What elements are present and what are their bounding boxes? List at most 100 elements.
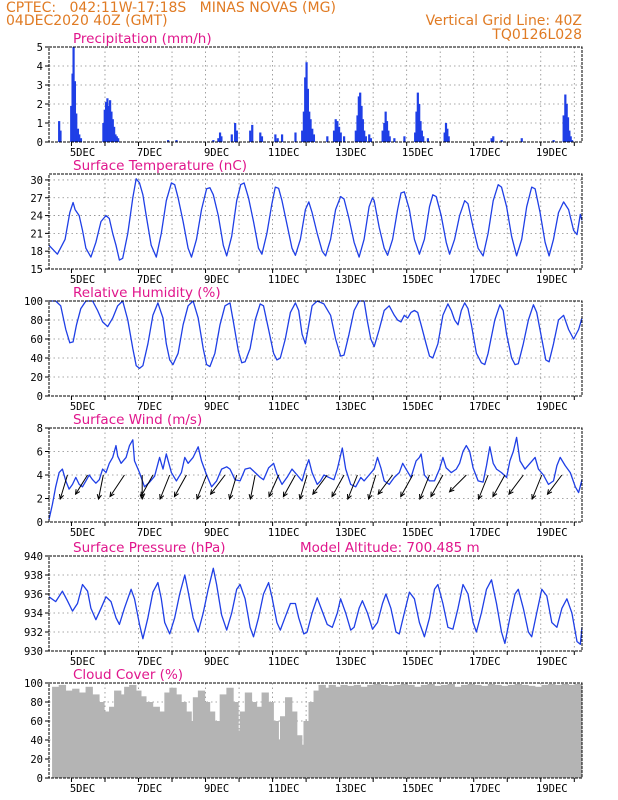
cloud-bar xyxy=(548,683,556,778)
precip-bar xyxy=(58,121,61,142)
precip-bar xyxy=(280,134,284,142)
cloud-bar xyxy=(298,744,306,778)
cloud-bar xyxy=(159,711,167,778)
cloud-bar xyxy=(561,683,569,778)
precip-bar xyxy=(426,138,429,142)
wind-vector-head xyxy=(228,493,234,501)
cloud-bar xyxy=(434,685,442,778)
wind-vector-head xyxy=(400,491,406,498)
precip-bar xyxy=(420,130,423,142)
wind-vector xyxy=(368,474,377,500)
precip-bar xyxy=(78,134,81,142)
precip-bar xyxy=(569,136,572,142)
x-tick-label: 5DEC xyxy=(70,401,95,413)
y-tick-label: 940 xyxy=(24,551,43,563)
wind-vector xyxy=(174,474,187,497)
precip-bar xyxy=(220,136,223,142)
cloud-bar xyxy=(360,686,368,778)
y-tick-label: 80 xyxy=(30,315,43,327)
x-tick-label: 13DEC xyxy=(335,527,367,539)
precip-bar xyxy=(419,121,422,142)
y-tick-label: 934 xyxy=(24,608,43,620)
cloud-bar xyxy=(256,706,264,778)
y-tick-label: 8 xyxy=(37,423,43,435)
cloud-bar xyxy=(554,684,563,778)
precip-bar xyxy=(334,119,337,142)
precip-bar xyxy=(387,130,390,142)
precip-bar xyxy=(230,134,233,142)
precip-bar xyxy=(274,134,277,142)
precip-bar xyxy=(444,123,448,142)
x-tick-label: 5DEC xyxy=(70,527,95,539)
precip-bar xyxy=(368,134,371,142)
wind-vector xyxy=(449,474,467,493)
cloud-bar xyxy=(280,716,288,778)
cloud-bar xyxy=(164,692,172,778)
precip-bar xyxy=(79,138,83,142)
precip-bar xyxy=(562,115,565,142)
precip-bar xyxy=(360,105,363,142)
x-tick-label: 19DEC xyxy=(536,147,568,159)
wind-vector-head xyxy=(140,491,146,498)
cloud-bar xyxy=(109,706,117,778)
precip-bar xyxy=(500,140,503,142)
x-tick-label: 13DEC xyxy=(335,656,367,668)
x-tick-label: 13DEC xyxy=(335,401,367,413)
cloud-bar xyxy=(373,683,382,778)
panel-title: Cloud Cover (%) xyxy=(73,667,183,683)
precip-bar xyxy=(276,138,279,142)
header-date: 04DEC2020 40Z (GMT) xyxy=(6,13,168,29)
wind-vector-head xyxy=(268,491,274,498)
cloud-bar xyxy=(58,684,67,778)
x-tick-label: 5DEC xyxy=(70,147,95,159)
x-tick-label: 15DEC xyxy=(402,401,434,413)
series-line xyxy=(48,178,583,261)
y-tick-label: 5 xyxy=(37,42,43,54)
x-tick-label: 17DEC xyxy=(469,274,501,286)
cloud-bar xyxy=(85,686,93,778)
precip-bar xyxy=(70,105,73,142)
precip-bar xyxy=(416,92,419,142)
precip-bar xyxy=(167,140,170,142)
cloud-bar xyxy=(226,687,234,778)
wind-vector xyxy=(268,474,280,497)
precip-bar xyxy=(235,130,238,142)
wind-vector-head xyxy=(546,489,553,496)
precip-bar xyxy=(552,140,555,142)
cloud-bar xyxy=(507,684,516,778)
wind-vector xyxy=(531,474,543,500)
precip-bar xyxy=(336,121,339,142)
wind-vector xyxy=(159,474,171,500)
wind-vector-head xyxy=(331,491,337,498)
wind-vector xyxy=(492,474,506,497)
panel-frame xyxy=(48,682,583,779)
precip-bar xyxy=(103,109,106,142)
precip-bar xyxy=(403,136,406,142)
y-tick-label: 30 xyxy=(30,175,43,187)
x-tick-label: 9DEC xyxy=(204,783,229,795)
wind-vector xyxy=(430,474,444,497)
cloud-bar xyxy=(568,684,576,778)
cloud-bar xyxy=(308,702,316,778)
cloud-bar xyxy=(285,697,293,778)
cloud-bar xyxy=(313,690,321,778)
header-model-id: TQ0126L028 xyxy=(492,27,582,43)
precip-bar xyxy=(260,136,264,142)
wind-vector xyxy=(547,474,563,495)
precip-bar xyxy=(337,126,341,142)
y-tick-label: 0 xyxy=(37,773,43,785)
wind-vector-head xyxy=(196,493,201,501)
wind-vector xyxy=(98,474,104,500)
wind-vector xyxy=(400,474,414,497)
precip-bar xyxy=(251,124,254,142)
wind-vector xyxy=(229,474,238,500)
panel-frame xyxy=(48,555,583,652)
y-tick-label: 60 xyxy=(30,716,43,728)
cloud-bar xyxy=(427,683,435,778)
wind-vector xyxy=(109,474,125,497)
cloud-bar xyxy=(202,702,211,778)
precip-bar xyxy=(117,138,120,142)
cloud-bar xyxy=(380,684,388,778)
x-tick-label: 5DEC xyxy=(70,783,95,795)
x-tick-label: 11DEC xyxy=(268,527,300,539)
